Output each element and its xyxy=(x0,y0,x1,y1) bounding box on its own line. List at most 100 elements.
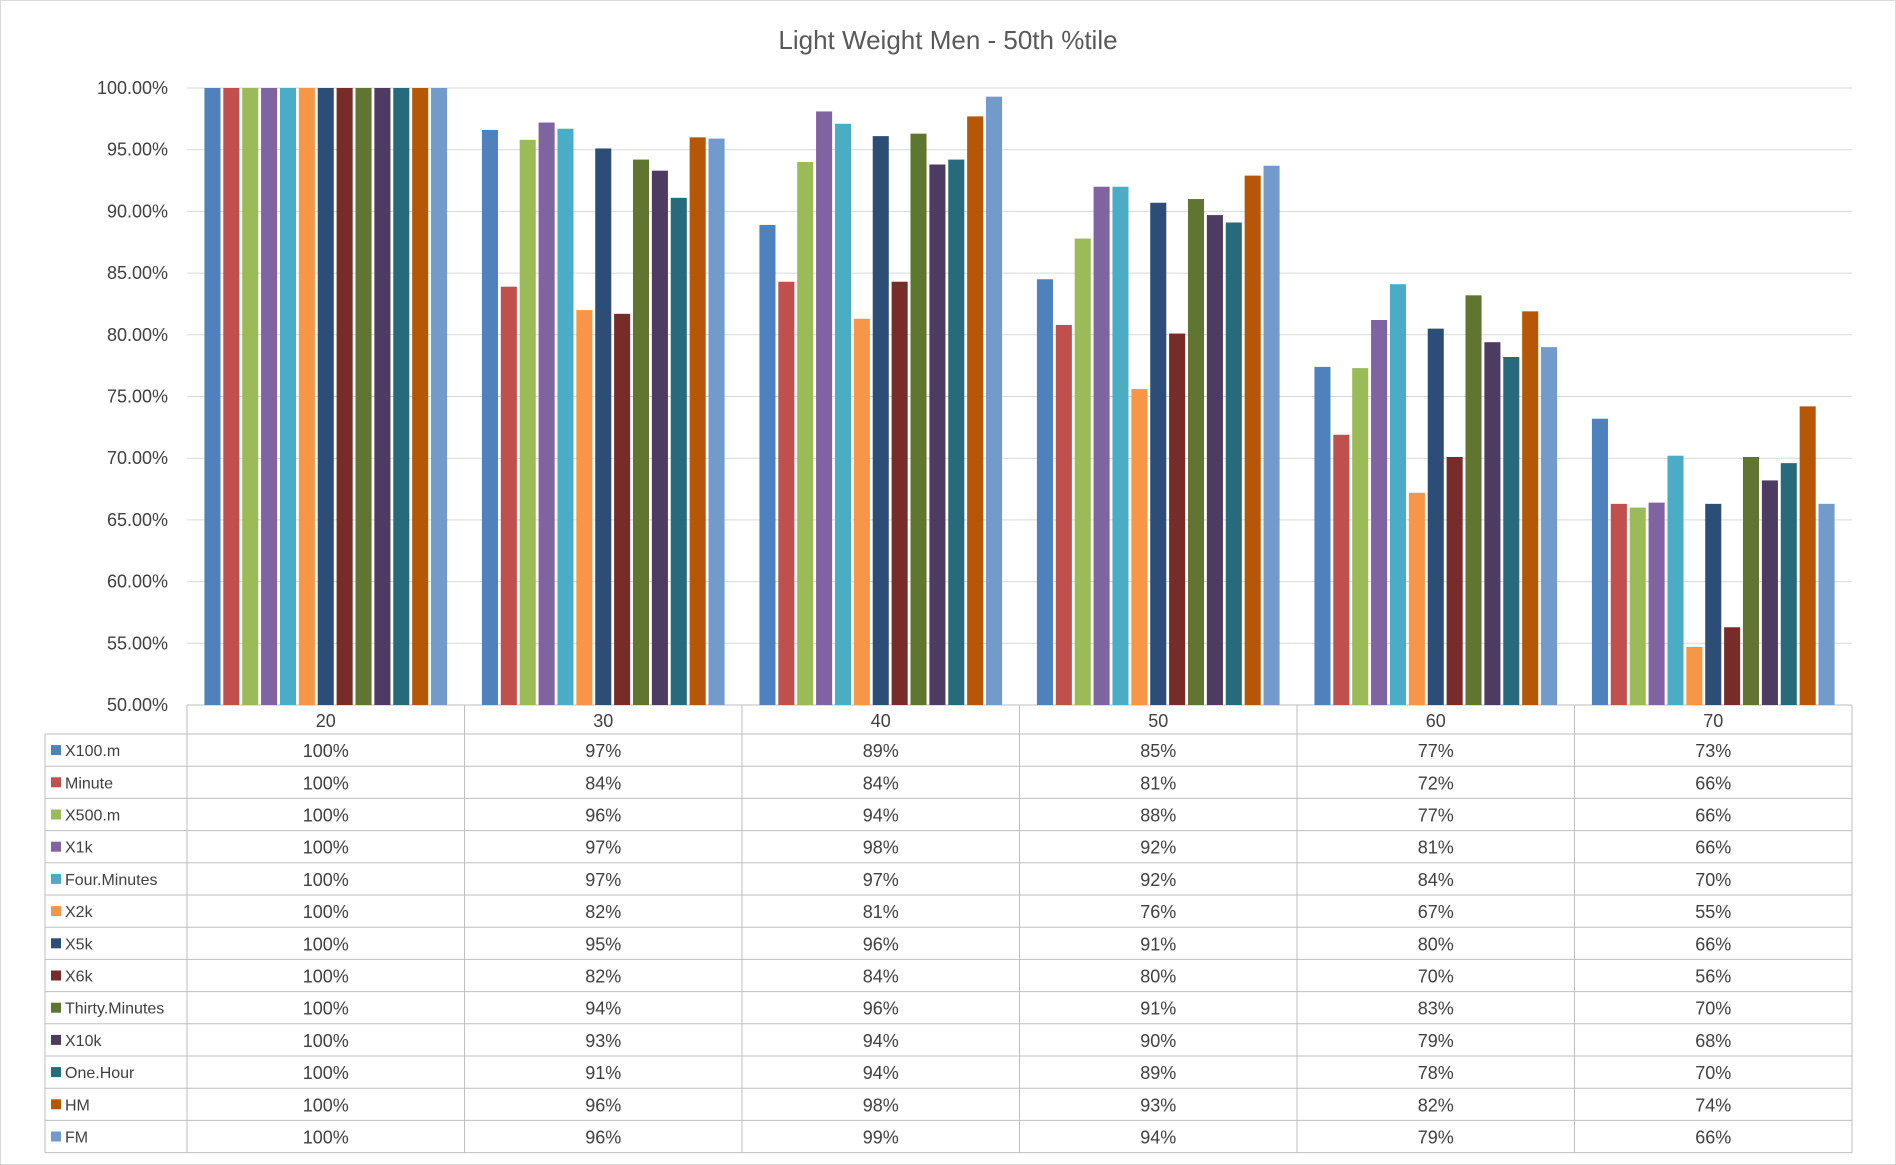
gridlines: 100.00% 95.00% 90.00% 85.00% 80.00% 75.00% 70.… xyxy=(97,78,1852,715)
series-label: X100.m xyxy=(65,743,120,760)
bar xyxy=(557,128,574,706)
bar xyxy=(279,88,297,705)
data-table-cell: 100% xyxy=(303,1128,349,1148)
y-tick-label: 65.00% xyxy=(107,510,168,530)
bar xyxy=(1742,456,1760,705)
bar xyxy=(1591,418,1608,705)
bar xyxy=(797,162,814,706)
series-label: X5k xyxy=(65,936,94,953)
data-table-cell: 97% xyxy=(585,741,621,761)
bar xyxy=(1314,366,1331,705)
data-table-cell: 100% xyxy=(303,999,349,1019)
y-tick-label: 55.00% xyxy=(107,633,168,653)
bar xyxy=(223,88,240,705)
bar xyxy=(261,88,278,705)
bar xyxy=(1093,186,1110,706)
bar xyxy=(481,129,498,705)
data-table-cell: 100% xyxy=(303,806,349,826)
data-table-cell: 77% xyxy=(1418,806,1454,826)
data-table-cell: 70% xyxy=(1695,870,1731,890)
chart-title: Light Weight Men - 50th %tile xyxy=(778,25,1117,55)
series-label: X2k xyxy=(65,904,94,921)
bar xyxy=(204,88,221,705)
y-tick-label: 50.00% xyxy=(107,695,168,715)
series-label: Four.Minutes xyxy=(65,872,157,889)
data-table-cell: 55% xyxy=(1695,902,1731,922)
bar xyxy=(1055,324,1072,705)
bar xyxy=(1522,311,1539,705)
bar xyxy=(595,148,612,705)
data-table-cell: 92% xyxy=(1140,838,1176,858)
legend-key xyxy=(51,1099,61,1110)
bar xyxy=(1150,202,1167,705)
data-table-cell: 81% xyxy=(863,902,899,922)
x-category-label: 50 xyxy=(1148,711,1168,731)
bar xyxy=(853,318,870,705)
bar xyxy=(538,122,555,705)
data-table-cell: 100% xyxy=(303,1031,349,1051)
series-label: HM xyxy=(65,1097,90,1114)
data-table-cell: 100% xyxy=(303,870,349,890)
data-table-cell: 67% xyxy=(1418,902,1454,922)
legend-key xyxy=(51,1067,61,1078)
series-label: X1k xyxy=(65,840,94,857)
data-table-cell: 100% xyxy=(303,1063,349,1083)
data-table-cell: 93% xyxy=(1140,1095,1176,1115)
legend-key xyxy=(51,841,61,852)
bar xyxy=(374,88,391,705)
data-table-cell: 82% xyxy=(585,967,621,987)
bar xyxy=(1465,295,1482,705)
bar xyxy=(1503,357,1520,705)
y-tick-label: 80.00% xyxy=(107,325,168,345)
legend-key xyxy=(51,1131,61,1142)
bar xyxy=(689,137,706,706)
bar xyxy=(614,313,631,705)
bar xyxy=(1206,215,1223,706)
data-table-cell: 96% xyxy=(585,806,621,826)
data-table-cell: 66% xyxy=(1695,773,1731,793)
bar xyxy=(1484,342,1501,705)
bar xyxy=(1244,175,1261,705)
bar xyxy=(1074,238,1091,705)
data-table-cell: 74% xyxy=(1695,1095,1731,1115)
bar xyxy=(1408,492,1425,705)
bar xyxy=(1112,186,1129,706)
data-table-cell: 84% xyxy=(585,773,621,793)
x-category-label: 20 xyxy=(316,711,336,731)
data-table-cell: 79% xyxy=(1418,1128,1454,1148)
bar xyxy=(412,88,429,705)
bar xyxy=(670,197,687,706)
bar xyxy=(708,138,725,705)
data-table-cell: 100% xyxy=(303,838,349,858)
bar xyxy=(967,116,984,705)
data-table-cell: 79% xyxy=(1418,1031,1454,1051)
data-table-cell: 94% xyxy=(863,1063,899,1083)
data-table-cell: 68% xyxy=(1695,1031,1731,1051)
bar xyxy=(816,111,833,706)
data-table-cell: 100% xyxy=(303,773,349,793)
data-table-cell: 97% xyxy=(863,870,899,890)
bar xyxy=(298,88,315,705)
bar xyxy=(872,136,889,706)
data-table-cell: 100% xyxy=(303,741,349,761)
data-table-cell: 97% xyxy=(585,870,621,890)
x-category-label: 70 xyxy=(1703,711,1723,731)
data-table-cell: 80% xyxy=(1140,967,1176,987)
data-table-cell: 89% xyxy=(1140,1063,1176,1083)
bar xyxy=(519,139,536,705)
bar xyxy=(651,170,668,706)
bar xyxy=(242,88,259,705)
data-table-cell: 97% xyxy=(585,838,621,858)
data-table-cell: 98% xyxy=(863,1095,899,1115)
data-table-cell: 78% xyxy=(1418,1063,1454,1083)
bars xyxy=(204,88,1835,706)
data-table-cell: 95% xyxy=(585,934,621,954)
legend-key xyxy=(51,938,61,949)
bar xyxy=(1610,503,1627,705)
series-label: Minute xyxy=(65,775,113,792)
data-table-cell: 94% xyxy=(585,999,621,1019)
data-table-cell: 91% xyxy=(1140,999,1176,1019)
data-table-cell: 66% xyxy=(1695,1128,1731,1148)
data-table-cell: 83% xyxy=(1418,999,1454,1019)
x-category-label: 30 xyxy=(593,711,613,731)
